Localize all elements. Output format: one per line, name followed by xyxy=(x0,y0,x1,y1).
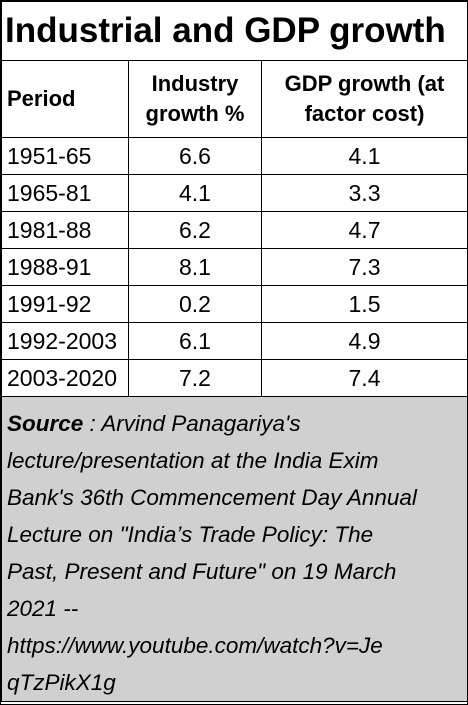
period-cell: 1988-91 xyxy=(1,248,129,286)
header-period: Period xyxy=(1,60,129,138)
industry-growth-cell: 7.2 xyxy=(128,359,262,397)
industry-growth-cell: 6.1 xyxy=(128,322,262,360)
period-cell: 1992-2003 xyxy=(1,322,129,360)
table-row: 1988-91 8.1 7.3 xyxy=(1,248,468,286)
header-gdp-line-1: GDP growth (at xyxy=(284,71,445,96)
table-row: 1992-2003 6.1 4.9 xyxy=(1,322,468,360)
header-gdp-growth: GDP growth (at factor cost) xyxy=(260,60,468,138)
header-industry-line-2: growth % xyxy=(145,101,245,126)
gdp-growth-cell: 3.3 xyxy=(260,174,468,212)
source-line-7: https://www.youtube.com/watch?v=Je xyxy=(7,633,383,658)
industry-growth-cell: 0.2 xyxy=(128,285,262,323)
source-line-4: Lecture on "India’s Trade Policy: The xyxy=(7,522,374,547)
source-line-8: qTzPikX1g xyxy=(7,670,116,695)
table-row: 1981-88 6.2 4.7 xyxy=(1,211,468,249)
source-text: : Arvind Panagariya's xyxy=(83,411,301,436)
source-line-5: Past, Present and Future" on 19 March xyxy=(7,559,397,584)
gdp-growth-cell: 4.1 xyxy=(260,137,468,175)
source-line-1: Source : Arvind Panagariya's xyxy=(7,405,463,442)
period-cell: 1951-65 xyxy=(1,137,129,175)
source-line-2: lecture/presentation at the India Exim xyxy=(7,448,379,473)
industry-growth-cell: 6.2 xyxy=(128,211,262,249)
source-note: Source : Arvind Panagariya's lecture/pres… xyxy=(0,396,468,702)
gdp-growth-cell: 4.9 xyxy=(260,322,468,360)
table-row: 1951-65 6.6 4.1 xyxy=(1,137,468,175)
header-gdp-line-2: factor cost) xyxy=(304,101,425,126)
source-label: Source xyxy=(7,411,84,436)
table-row: 1965-81 4.1 3.3 xyxy=(1,174,468,212)
gdp-growth-cell: 7.4 xyxy=(260,359,468,397)
header-industry-line-1: Industry xyxy=(151,71,239,96)
table-title: Industrial and GDP growth xyxy=(0,1,468,61)
gdp-growth-cell: 4.7 xyxy=(260,211,468,249)
table-row: 2003-2020 7.2 7.4 xyxy=(1,359,468,397)
industry-growth-cell: 4.1 xyxy=(128,174,262,212)
gdp-growth-cell: 1.5 xyxy=(260,285,468,323)
period-cell: 1981-88 xyxy=(1,211,129,249)
table-row: 1991-92 0.2 1.5 xyxy=(1,285,468,323)
source-line-3: Bank's 36th Commencement Day Annual xyxy=(7,485,417,510)
source-line-6: 2021 -- xyxy=(7,596,79,621)
period-cell: 1965-81 xyxy=(1,174,129,212)
period-cell: 1991-92 xyxy=(1,285,129,323)
gdp-growth-cell: 7.3 xyxy=(260,248,468,286)
industry-growth-cell: 6.6 xyxy=(128,137,262,175)
period-cell: 2003-2020 xyxy=(1,359,129,397)
industry-growth-cell: 8.1 xyxy=(128,248,262,286)
header-industry-growth: Industry growth % xyxy=(128,60,262,138)
